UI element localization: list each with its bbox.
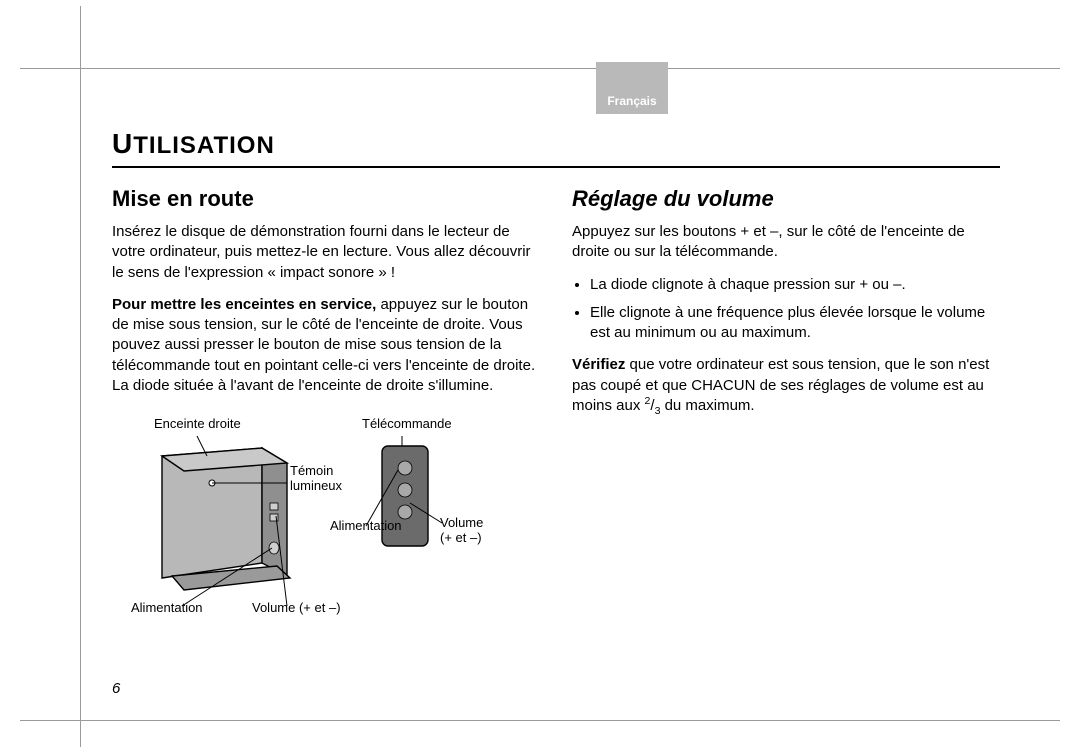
- section-heading: UTILISATION: [112, 128, 1000, 166]
- label-remote: Télécommande: [362, 416, 452, 431]
- left-p1: Insérez le disque de démonstration fourn…: [112, 222, 540, 283]
- right-li2: Elle clignote à une fréquence plus élevé…: [590, 303, 1000, 344]
- manual-page: Français UTILISATION Mise en route Insér…: [0, 0, 1080, 753]
- speaker-remote-diagram: Enceinte droite Télécommande Témoin lumi…: [112, 408, 512, 628]
- crop-mark-left: [80, 6, 81, 747]
- content-area: UTILISATION Mise en route Insérez le dis…: [112, 128, 1000, 628]
- label-volume-speaker: Volume (+ et –): [252, 600, 341, 615]
- right-column: Réglage du volume Appuyez sur les bouton…: [572, 186, 1000, 628]
- left-column: Mise en route Insérez le disque de démon…: [112, 186, 540, 628]
- speaker-icon: [162, 448, 290, 590]
- two-column-layout: Mise en route Insérez le disque de démon…: [112, 186, 1000, 628]
- right-p1: Appuyez sur les boutons + et –, sur le c…: [572, 222, 1000, 263]
- right-p2-rest-b: du maximum.: [660, 397, 754, 414]
- crop-mark-bottom: [20, 720, 1060, 721]
- section-rule: [112, 166, 1000, 168]
- right-p2-bold: Vérifiez: [572, 356, 625, 373]
- language-tab: Français: [596, 62, 668, 114]
- right-p2: Vérifiez que votre ordinateur est sous t…: [572, 355, 1000, 416]
- right-p2-rest-a: que votre ordinateur est sous tension, q…: [572, 356, 989, 414]
- right-li1: La diode clignote à chaque pression sur …: [590, 275, 1000, 295]
- label-indicator: Témoin lumineux: [290, 464, 342, 494]
- page-number: 6: [112, 680, 120, 697]
- label-volume-remote: Volume (+ et –): [440, 516, 483, 546]
- label-power-remote: Alimentation: [330, 518, 402, 533]
- language-tab-label: Français: [607, 94, 656, 108]
- crop-mark-top: [20, 68, 1060, 69]
- right-p2-fraction: 2/3: [645, 397, 661, 414]
- right-bullets: La diode clignote à chaque pression sur …: [572, 275, 1000, 344]
- label-power-speaker: Alimentation: [131, 600, 203, 615]
- left-p2-bold: Pour mettre les enceintes en service,: [112, 296, 376, 313]
- left-p2: Pour mettre les enceintes en service, ap…: [112, 295, 540, 396]
- left-heading: Mise en route: [112, 186, 540, 212]
- label-speaker: Enceinte droite: [154, 416, 241, 431]
- right-heading: Réglage du volume: [572, 186, 1000, 212]
